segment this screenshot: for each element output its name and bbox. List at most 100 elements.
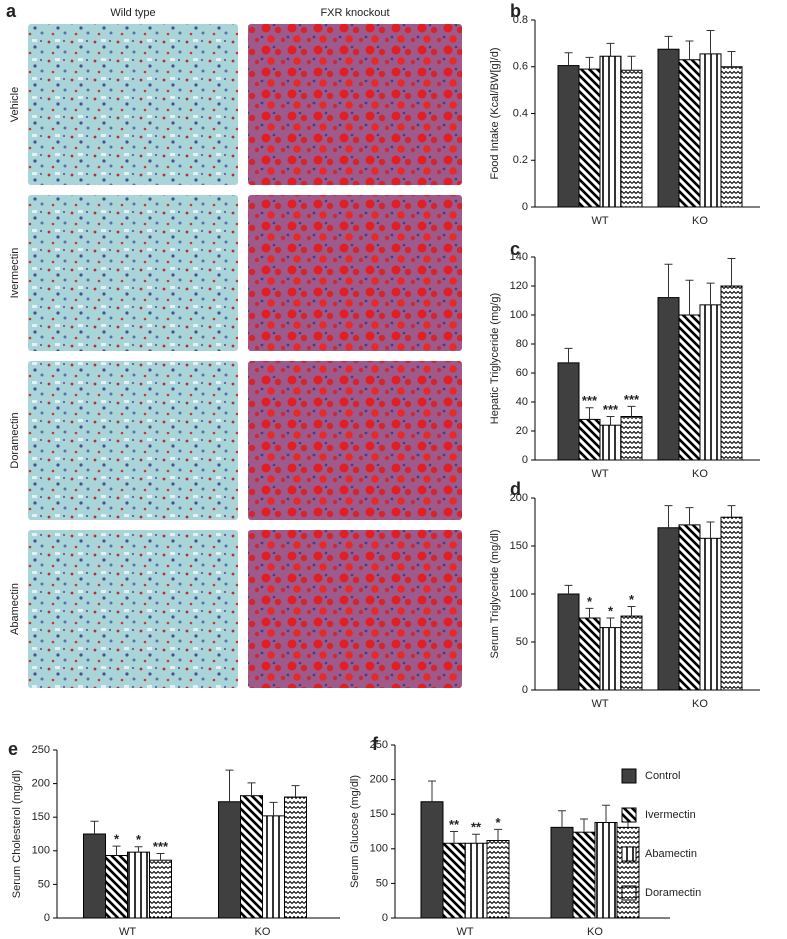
bar — [699, 537, 722, 691]
bar — [620, 615, 643, 691]
bar — [599, 424, 622, 461]
error-bar — [225, 769, 234, 802]
y-tick-label: 100 — [370, 843, 388, 855]
legend-label: Ivermectin — [645, 809, 696, 821]
bar — [678, 59, 701, 208]
legend-swatch — [621, 807, 637, 823]
error-bar — [156, 852, 165, 861]
y-axis-label: Hepatic Triglyceride (mg/g) — [489, 293, 501, 424]
error-bar — [727, 257, 736, 286]
error-bar — [685, 279, 694, 315]
error-bar — [664, 505, 673, 528]
y-tick-label: 50 — [376, 877, 388, 889]
row-label: Ivermectin — [9, 248, 21, 299]
error-bar — [558, 810, 566, 828]
bar — [218, 801, 241, 919]
bar — [557, 65, 580, 208]
error-bar — [450, 831, 458, 844]
error-bar — [706, 282, 715, 305]
legend-label: Doramectin — [645, 887, 701, 899]
error-bar — [428, 780, 436, 802]
error-bar — [706, 521, 715, 539]
y-tick-label: 150 — [510, 540, 528, 552]
micrograph — [248, 195, 462, 351]
y-tick-label: 150 — [32, 811, 50, 823]
bar — [420, 801, 444, 919]
bar — [578, 418, 601, 461]
error-bar — [247, 782, 256, 796]
x-tick-label: KO — [255, 926, 271, 938]
error-bar — [606, 617, 615, 628]
y-tick-label: 200 — [32, 778, 50, 790]
x-tick-label: KO — [587, 926, 603, 938]
x-tick-label: WT — [119, 926, 136, 938]
significance: ** — [449, 817, 460, 832]
micrograph — [248, 24, 462, 185]
bar — [105, 855, 128, 919]
error-bar — [564, 584, 573, 594]
error-bar — [90, 820, 99, 834]
y-axis-label: Serum Glucose (mg/dl) — [349, 775, 361, 888]
error-bar — [685, 507, 694, 525]
y-tick-label: 100 — [510, 588, 528, 600]
y-tick-label: 50 — [38, 878, 50, 890]
x-tick-label: WT — [456, 926, 473, 938]
y-tick-label: 200 — [370, 774, 388, 786]
panel-letter: e — [8, 739, 18, 759]
y-tick-label: 0.6 — [513, 61, 528, 73]
row-label: Doramectin — [9, 412, 21, 468]
error-bar — [602, 804, 610, 823]
bar — [699, 53, 722, 208]
y-tick-label: 40 — [516, 396, 528, 408]
bar — [594, 822, 618, 919]
significance: * — [495, 815, 501, 830]
y-tick-label: 80 — [516, 338, 528, 350]
error-bar — [134, 846, 143, 853]
micrograph — [28, 24, 238, 185]
error-bar — [269, 801, 278, 816]
bar — [262, 815, 285, 919]
bar — [557, 362, 580, 461]
legend-swatch — [621, 846, 637, 862]
bar — [720, 285, 743, 461]
error-bar — [291, 785, 300, 798]
significance: *** — [624, 392, 640, 407]
error-bar — [664, 35, 673, 50]
bar — [699, 304, 722, 461]
bar — [442, 842, 466, 919]
x-tick-label: WT — [591, 698, 608, 710]
bar — [720, 66, 743, 208]
y-axis-label: Food Intake (Kcal/BW[g]/d) — [489, 47, 501, 179]
bar — [599, 55, 622, 208]
y-axis-label: Serum Cholesterol (mg/dl) — [11, 770, 23, 898]
y-tick-label: 0 — [522, 201, 528, 213]
bar — [678, 314, 701, 461]
significance: * — [136, 832, 142, 847]
row-label: Abamectin — [9, 583, 21, 635]
error-bar — [494, 828, 502, 841]
error-bar — [727, 51, 736, 67]
panel-letter: b — [510, 1, 521, 21]
bar — [678, 524, 701, 691]
significance: *** — [603, 402, 619, 417]
y-tick-label: 50 — [516, 636, 528, 648]
y-tick-label: 0.8 — [513, 14, 528, 26]
y-tick-label: 0 — [522, 684, 528, 696]
legend-swatch — [621, 885, 637, 901]
panel-letter: a — [6, 1, 17, 21]
micrograph — [248, 530, 462, 688]
y-tick-label: 250 — [32, 744, 50, 756]
error-bar — [664, 263, 673, 298]
bar — [550, 826, 574, 919]
error-bar — [606, 416, 615, 426]
error-bar — [727, 505, 736, 518]
bar — [284, 796, 307, 919]
bar — [578, 617, 601, 691]
error-bar — [585, 407, 594, 420]
micrograph — [28, 530, 238, 688]
significance: * — [114, 832, 120, 847]
error-bar — [627, 405, 636, 417]
y-tick-label: 140 — [510, 251, 528, 263]
bar — [240, 795, 263, 919]
significance: * — [608, 603, 614, 618]
